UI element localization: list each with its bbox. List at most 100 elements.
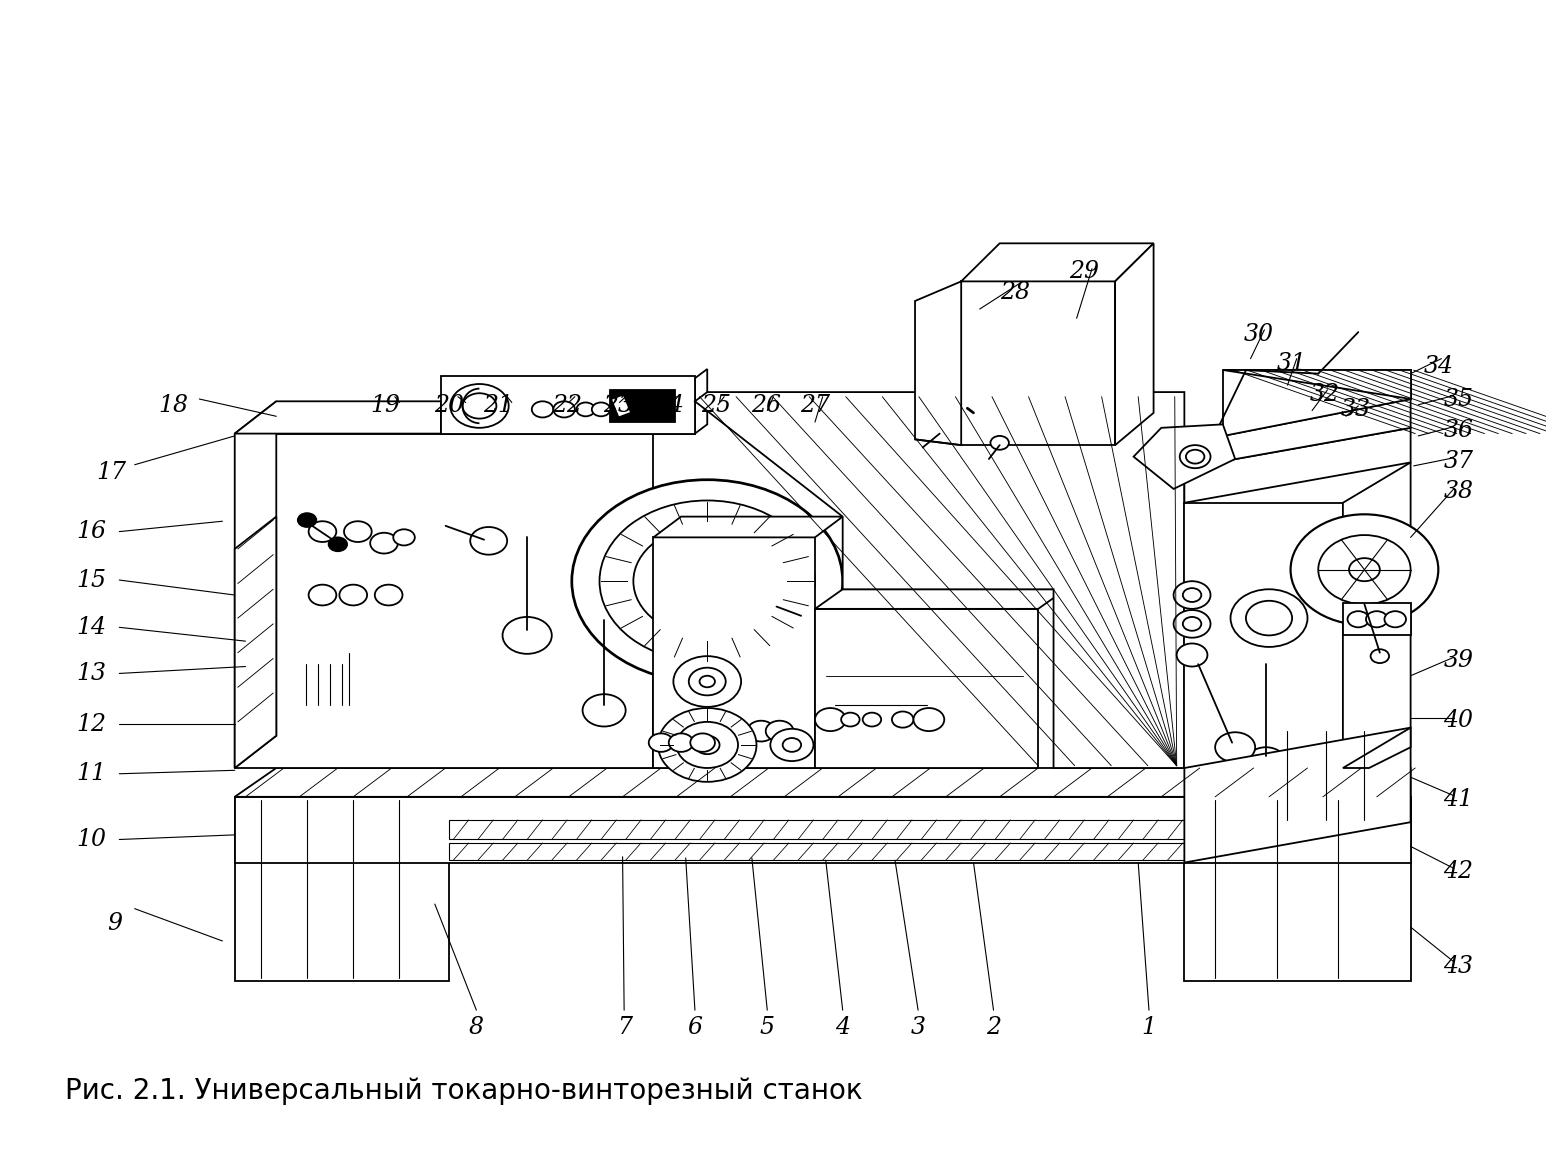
Text: 27: 27 xyxy=(800,394,829,418)
Text: 4: 4 xyxy=(836,1016,849,1039)
Polygon shape xyxy=(862,480,985,520)
Circle shape xyxy=(634,526,781,636)
Text: 38: 38 xyxy=(1443,480,1474,503)
Text: 41: 41 xyxy=(1443,788,1474,811)
Circle shape xyxy=(599,501,815,662)
Polygon shape xyxy=(961,244,1154,281)
Text: 32: 32 xyxy=(1309,383,1339,406)
Circle shape xyxy=(913,708,944,731)
Text: 6: 6 xyxy=(688,1016,702,1039)
Polygon shape xyxy=(865,425,971,434)
Circle shape xyxy=(309,522,337,541)
Text: 7: 7 xyxy=(617,1016,632,1039)
Circle shape xyxy=(450,384,509,428)
Circle shape xyxy=(1214,732,1255,762)
Circle shape xyxy=(1174,581,1210,609)
Circle shape xyxy=(592,403,610,417)
Polygon shape xyxy=(235,401,694,434)
Polygon shape xyxy=(694,392,1185,768)
Circle shape xyxy=(374,585,402,606)
Text: 15: 15 xyxy=(76,568,107,592)
Circle shape xyxy=(576,403,595,417)
Circle shape xyxy=(1230,589,1308,647)
Circle shape xyxy=(991,436,1009,449)
Circle shape xyxy=(1246,747,1286,777)
Circle shape xyxy=(1350,558,1379,581)
Circle shape xyxy=(891,712,913,728)
Circle shape xyxy=(1367,612,1387,628)
Circle shape xyxy=(503,617,551,654)
Circle shape xyxy=(649,733,674,752)
Text: 21: 21 xyxy=(483,394,512,418)
Text: 40: 40 xyxy=(1443,710,1474,732)
Circle shape xyxy=(694,735,719,754)
Circle shape xyxy=(691,733,714,752)
Circle shape xyxy=(674,656,741,707)
Text: 39: 39 xyxy=(1443,649,1474,672)
Text: 42: 42 xyxy=(1443,860,1474,883)
Circle shape xyxy=(531,401,553,418)
Polygon shape xyxy=(235,797,449,981)
Text: 1: 1 xyxy=(1141,1016,1157,1039)
Polygon shape xyxy=(1115,244,1154,445)
Circle shape xyxy=(842,713,860,727)
Text: 36: 36 xyxy=(1443,419,1474,441)
Text: 10: 10 xyxy=(76,829,107,851)
Circle shape xyxy=(582,694,626,727)
Circle shape xyxy=(862,713,881,727)
Circle shape xyxy=(1183,617,1202,631)
Bar xyxy=(958,685,1028,711)
Circle shape xyxy=(890,435,933,467)
Circle shape xyxy=(1348,612,1370,628)
Circle shape xyxy=(691,569,722,593)
Polygon shape xyxy=(865,434,958,468)
Text: 14: 14 xyxy=(76,616,107,638)
Polygon shape xyxy=(815,609,1037,768)
Polygon shape xyxy=(694,369,707,434)
Text: 8: 8 xyxy=(469,1016,485,1039)
Circle shape xyxy=(1318,534,1410,605)
Polygon shape xyxy=(843,537,1020,589)
Circle shape xyxy=(930,425,949,438)
Polygon shape xyxy=(613,397,629,415)
Circle shape xyxy=(677,722,738,768)
Circle shape xyxy=(747,721,775,741)
Circle shape xyxy=(1183,588,1202,602)
Text: 19: 19 xyxy=(371,394,401,418)
Circle shape xyxy=(766,721,794,741)
Polygon shape xyxy=(1343,462,1410,768)
Polygon shape xyxy=(1185,428,1410,503)
Polygon shape xyxy=(654,517,843,537)
Polygon shape xyxy=(441,401,472,434)
Polygon shape xyxy=(235,401,276,768)
Text: 33: 33 xyxy=(1340,398,1370,421)
Text: 22: 22 xyxy=(553,394,582,418)
Circle shape xyxy=(963,690,985,706)
Text: 3: 3 xyxy=(910,1016,926,1039)
Text: 29: 29 xyxy=(1070,259,1100,282)
Circle shape xyxy=(553,401,575,418)
Circle shape xyxy=(690,668,725,696)
Circle shape xyxy=(815,708,846,731)
Polygon shape xyxy=(815,589,1065,609)
Polygon shape xyxy=(1343,728,1410,768)
Circle shape xyxy=(658,708,756,782)
Circle shape xyxy=(699,676,714,687)
Polygon shape xyxy=(1222,370,1410,399)
Polygon shape xyxy=(961,281,1115,445)
Bar xyxy=(610,390,676,422)
Text: 25: 25 xyxy=(702,394,731,418)
Circle shape xyxy=(783,738,801,752)
Polygon shape xyxy=(441,411,694,434)
Text: 34: 34 xyxy=(1423,355,1454,378)
Polygon shape xyxy=(862,468,1000,480)
Circle shape xyxy=(1177,643,1207,666)
Text: 28: 28 xyxy=(1000,281,1030,305)
Circle shape xyxy=(669,733,693,752)
Circle shape xyxy=(770,729,814,761)
Text: 31: 31 xyxy=(1277,351,1308,375)
Circle shape xyxy=(1180,445,1210,468)
Text: 16: 16 xyxy=(76,520,107,543)
Polygon shape xyxy=(843,520,1042,537)
Text: 18: 18 xyxy=(158,394,188,418)
